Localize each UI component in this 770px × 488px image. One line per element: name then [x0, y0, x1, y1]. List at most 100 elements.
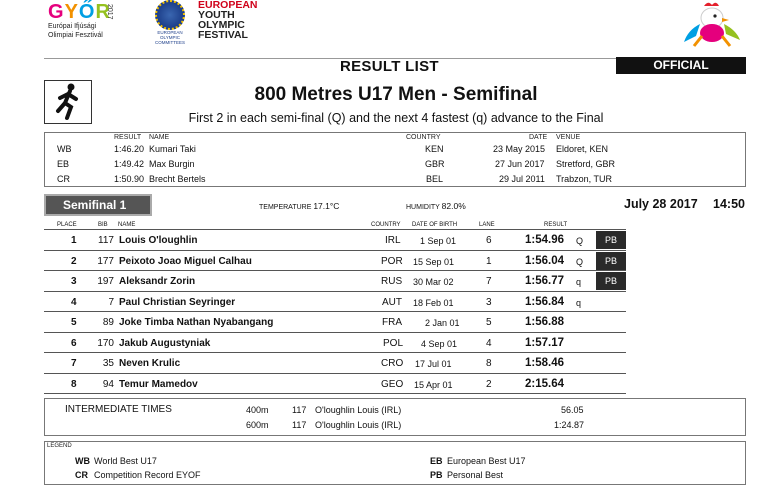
country: AUT [382, 296, 402, 308]
intermediate-times-box: INTERMEDIATE TIMES 400m 117 O'loughlin L… [44, 398, 746, 436]
bib: 177 [97, 255, 114, 267]
col-result: RESULT [544, 222, 568, 228]
record-date: 23 May 2015 [493, 144, 546, 154]
result-time: 1:57.17 [525, 336, 565, 349]
eoc-text-2: OLYMPIC [160, 35, 180, 40]
split-name: O'loughlin Louis (IRL) [315, 420, 402, 430]
runner-pictogram [44, 80, 92, 124]
lane: 3 [486, 296, 492, 308]
result-row: 1 117 Louis O'loughlin IRL 1 Sep 01 6 1:… [44, 230, 626, 251]
country: POL [383, 337, 404, 349]
pb-badge: PB [596, 231, 626, 249]
legend-box: LEGEND WB World Best U17 EB European Bes… [44, 441, 746, 485]
result-list-line [44, 58, 746, 76]
date-of-birth: 15 Sep 01 [413, 256, 455, 267]
result-time: 2:15.64 [525, 377, 565, 390]
result-list-title: RESULT LIST [340, 58, 439, 75]
temperature-value: 17.1°C [313, 201, 340, 211]
result-row: 8 94 Temur Mamedov GEO 15 Apr 01 2 2:15.… [44, 374, 626, 394]
heat-label: Semifinal 1 [44, 194, 152, 216]
record-date: 27 Jun 2017 [495, 159, 545, 169]
split-bib: 117 [292, 420, 307, 430]
gyor-year: 2017 [106, 4, 113, 20]
result-time: 1:54.96 [525, 234, 565, 246]
bib: 170 [97, 337, 114, 349]
record-name: Kumari Taki [149, 144, 196, 154]
date-of-birth: 4 Sep 01 [421, 338, 458, 349]
legend-text: Personal Best [447, 470, 504, 480]
record-date: 29 Jul 2011 [499, 174, 545, 184]
legend-code: EB [430, 456, 443, 466]
heat-date: July 28 2017 [624, 197, 698, 211]
qualification-mark: q [576, 277, 582, 287]
athlete-name: Neven Krulic [119, 358, 181, 369]
bib: 117 [98, 235, 114, 246]
col-name: NAME [118, 222, 136, 228]
col-place: PLACE [57, 222, 77, 228]
legend-text: World Best U17 [94, 456, 157, 466]
eyof-line-3: OLYMPIC [198, 19, 245, 31]
result-time: 1:58.46 [525, 357, 565, 369]
eoc-logo: EUROPEAN OLYMPIC COMMITTEES [148, 0, 192, 45]
date-of-birth: 17 Jul 01 [415, 359, 452, 369]
record-venue: Eldoret, KEN [556, 144, 609, 154]
date-of-birth: 18 Feb 01 [413, 297, 454, 308]
records-header-date: DATE [529, 134, 548, 141]
split-bib: 117 [292, 405, 307, 415]
record-country: GBR [425, 159, 445, 169]
athlete-name: Jakub Augustyniak [119, 337, 211, 349]
result-time: 1:56.77 [525, 275, 565, 287]
record-type: CR [57, 174, 70, 184]
place: 8 [71, 378, 77, 390]
legend-code: CR [75, 470, 88, 480]
place: 7 [71, 358, 77, 369]
bib: 35 [102, 358, 114, 369]
temperature-label: TEMPERATURE [259, 204, 312, 211]
qualification-mark: Q [576, 256, 584, 267]
country: POR [381, 255, 403, 267]
pb-badge: PB [596, 272, 626, 290]
record-row: EB 1:49.42 Max Burgin GBR 27 Jun 2017 St… [45, 159, 747, 174]
lane: 2 [486, 378, 492, 390]
bib: 7 [108, 296, 114, 308]
result-time: 1:56.04 [525, 254, 565, 267]
split-distance: 600m [246, 420, 269, 430]
result-time: 1:56.88 [525, 316, 565, 328]
record-country: BEL [426, 174, 444, 184]
event-title: 800 Metres U17 Men - Semifinal [254, 84, 538, 105]
place: 6 [71, 337, 77, 349]
result-row: 3 197 Aleksandr Zorin RUS 30 Mar 02 7 1:… [44, 271, 626, 292]
country: FRA [382, 317, 402, 328]
place: 5 [71, 317, 77, 328]
qualification-mark: q [576, 297, 582, 308]
athlete-name: Temur Mamedov [119, 378, 198, 390]
legend-text: Competition Record EYOF [94, 470, 201, 480]
event-subtitle: First 2 in each semi-final (Q) and the n… [188, 111, 604, 125]
athlete-name: Aleksandr Zorin [119, 276, 196, 287]
eyof-line-2: YOUTH [198, 9, 235, 21]
record-venue: Trabzon, TUR [556, 174, 613, 184]
record-venue: Stretford, GBR [556, 159, 616, 169]
athlete-name: Peixoto Joao Miguel Calhau [119, 255, 252, 267]
eyof-line-4: FESTIVAL [198, 29, 248, 41]
place: 3 [71, 276, 77, 287]
record-country: KEN [425, 144, 444, 154]
gyor-subtitle-2: Olimpiai Fesztivál [48, 32, 103, 39]
split-distance: 400m [246, 405, 269, 415]
records-header: RESULT NAME COUNTRY DATE VENUE [45, 134, 747, 149]
lane: 5 [486, 317, 492, 328]
result-row: 5 89 Joke Timba Nathan Nyabangang FRA 2 … [44, 312, 626, 333]
athlete-name: Paul Christian Seyringer [119, 296, 236, 308]
humidity-label: HUMIDITY [406, 204, 440, 211]
mascot-rooster-icon [684, 2, 740, 47]
gyor-letter-r: R [95, 1, 111, 23]
result-row: 7 35 Neven Krulic CRO 17 Jul 01 8 1:58.4… [44, 353, 626, 374]
record-result: 1:49.42 [114, 159, 145, 169]
split-time: 56.05 [561, 405, 584, 415]
gyor-2017-logo: GYŐR 2017 Európai Ifjúsági Olimpiai Fesz… [48, 1, 113, 46]
legend-code: WB [75, 456, 90, 466]
lane: 6 [486, 235, 492, 246]
date-of-birth: 2 Jan 01 [425, 318, 460, 328]
intermediate-label: INTERMEDIATE TIMES [65, 404, 172, 415]
legend-label: LEGEND [47, 443, 72, 449]
